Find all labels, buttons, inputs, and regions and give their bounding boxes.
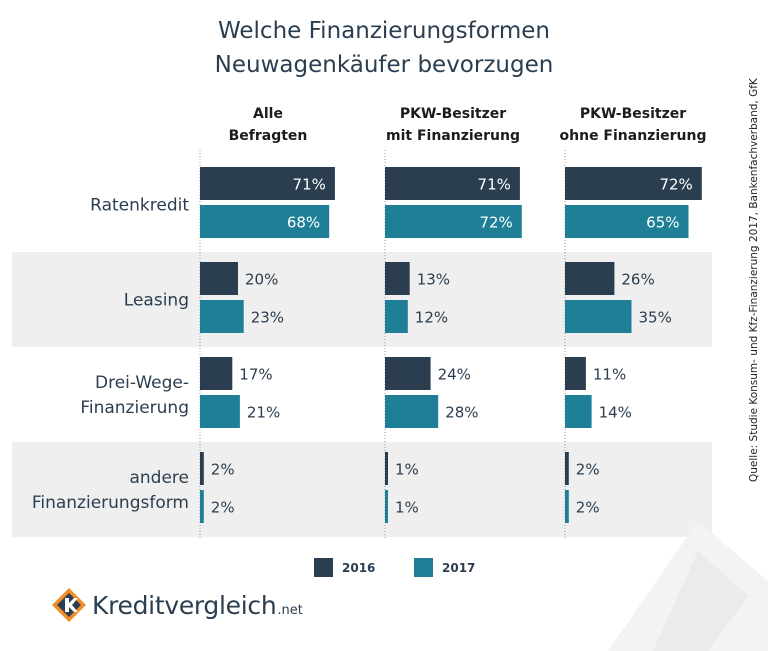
data-label: 13% (417, 271, 450, 289)
category-label: Ratenkredit (90, 196, 189, 216)
panel-title: ohne Finanzierung (560, 128, 707, 144)
bar-2017 (565, 395, 592, 428)
bar-2017 (200, 300, 244, 333)
chart-title-line-1: Welche Finanzierungsformen (218, 18, 550, 44)
bar-2016 (565, 262, 615, 295)
data-label: 35% (639, 309, 672, 327)
data-label: 28% (445, 404, 478, 422)
data-label: 72% (479, 214, 512, 232)
category-label: Finanzierungsform (32, 493, 189, 513)
panel-title: PKW-Besitzer (400, 106, 506, 122)
watermark-logo (608, 521, 768, 651)
chart-title: Welche Finanzierungsformen Neuwagenkäufe… (0, 14, 768, 82)
panel-title: mit Finanzierung (386, 128, 520, 144)
data-label: 20% (245, 271, 278, 289)
category-label: Leasing (124, 291, 189, 311)
legend-swatch-2016 (314, 558, 333, 577)
bar-2016 (200, 262, 238, 295)
bar-2016 (385, 452, 388, 485)
panel-title: Befragten (229, 128, 308, 144)
data-label: 2% (576, 461, 600, 479)
data-label: 17% (239, 366, 272, 384)
bar-2017 (385, 395, 439, 428)
logo-icon (52, 588, 86, 622)
category-label: Finanzierung (80, 398, 189, 418)
bar-2017 (200, 395, 240, 428)
bar-2016 (385, 167, 520, 200)
data-label: 2% (211, 499, 235, 517)
data-label: 24% (438, 366, 471, 384)
logo-tld: .net (277, 602, 303, 618)
data-label: 1% (395, 461, 419, 479)
data-label: 11% (593, 366, 626, 384)
bar-2017 (385, 490, 388, 523)
legend-item-2017: 2017 (414, 558, 475, 577)
legend-item-2016: 2016 (314, 558, 375, 577)
brand-logo[interactable]: Kreditvergleich .net (52, 588, 303, 622)
bar-2016 (200, 167, 335, 200)
category-label: Drei-Wege- (95, 373, 189, 393)
data-label: 12% (415, 309, 448, 327)
bar-2017 (565, 205, 689, 238)
bar-2017 (385, 300, 408, 333)
data-label: 71% (478, 176, 511, 194)
bar-2017 (565, 300, 632, 333)
data-label: 2% (211, 461, 235, 479)
data-label: 26% (621, 271, 654, 289)
bar-2016 (565, 452, 569, 485)
data-label: 2% (576, 499, 600, 517)
bar-2016 (200, 357, 233, 390)
bar-2016 (565, 167, 702, 200)
panel-title: Alle (253, 106, 283, 122)
data-label: 72% (659, 176, 692, 194)
bar-2016 (385, 262, 410, 295)
bar-2016 (200, 452, 204, 485)
chart-title-line-2: Neuwagenkäufer bevorzugen (214, 52, 554, 78)
bar-chart: Ratenkredit Leasing Drei-Wege- Finanzierung… (12, 106, 712, 540)
row-band (12, 442, 712, 537)
data-label: 23% (251, 309, 284, 327)
data-label: 68% (287, 214, 320, 232)
panel-title: PKW-Besitzer (580, 106, 686, 122)
data-label: 65% (646, 214, 679, 232)
data-label: 14% (599, 404, 632, 422)
bar-2017 (200, 205, 330, 238)
bar-2017 (385, 205, 522, 238)
logo-wordmark: Kreditvergleich (92, 590, 277, 620)
bar-2017 (200, 490, 204, 523)
bar-2017 (565, 490, 569, 523)
data-label: 71% (293, 176, 326, 194)
bar-2016 (385, 357, 431, 390)
data-label: 21% (247, 404, 280, 422)
bar-2016 (565, 357, 586, 390)
legend-label-2017: 2017 (442, 560, 476, 575)
category-label: andere (129, 468, 189, 488)
data-label: 1% (395, 499, 419, 517)
legend-swatch-2017 (414, 558, 433, 577)
source-note: Quelle: Studie Konsum- und Kfz-Finanzier… (748, 78, 760, 482)
legend-label-2016: 2016 (342, 560, 376, 575)
